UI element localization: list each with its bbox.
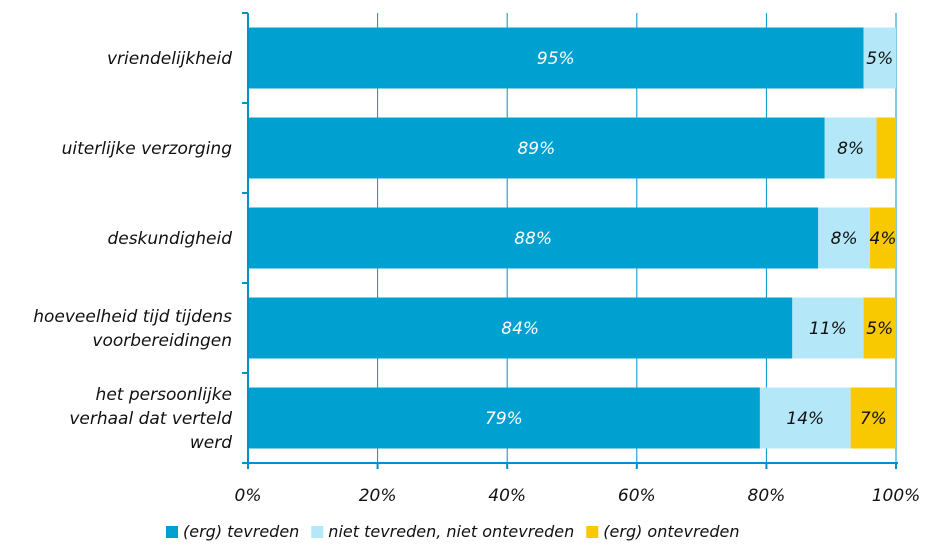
bar-segment-0-1 bbox=[863, 27, 896, 89]
bar-segment-4-0 bbox=[248, 387, 760, 449]
x-tick-label-40: 40% bbox=[488, 486, 526, 506]
bar-segment-1-2 bbox=[876, 117, 896, 179]
category-label-1: uiterlijke verzorging bbox=[62, 139, 233, 159]
legend-label-1: niet tevreden, niet ontevreden bbox=[328, 522, 574, 541]
legend-label-0: (erg) tevreden bbox=[183, 522, 299, 541]
category-label-line: hoeveelheid tijd tijdens bbox=[33, 307, 232, 327]
data-label-3-1: 11% bbox=[809, 319, 847, 339]
tick-labels: 0% 20% 40% 60% 80% 100% bbox=[235, 486, 921, 506]
data-label-3-2: 5% bbox=[866, 319, 893, 339]
category-label-0: vriendelijkheid bbox=[107, 49, 232, 69]
category-label-line: deskundigheid bbox=[107, 229, 232, 249]
category-label-3: hoeveelheid tijd tijdens voorbereidingen bbox=[33, 307, 232, 351]
bar-segment-3-0 bbox=[248, 297, 793, 359]
x-tick-label-60: 60% bbox=[618, 486, 656, 506]
axes bbox=[242, 12, 898, 469]
data-label-0-0: 95% bbox=[537, 49, 575, 69]
bar-segment-4-1 bbox=[759, 387, 851, 449]
bar-segment-1-0 bbox=[248, 117, 825, 179]
x-tick-label-100: 100% bbox=[872, 486, 921, 506]
data-label-0-1: 5% bbox=[866, 49, 893, 69]
category-label-line: uiterlijke verzorging bbox=[62, 139, 233, 159]
data-label-1-0: 89% bbox=[517, 139, 555, 159]
legend-label-2: (erg) ontevreden bbox=[603, 522, 739, 541]
bar-segment-0-0 bbox=[248, 27, 864, 89]
category-label-line: vriendelijkheid bbox=[107, 49, 232, 69]
bars: 95% 5% 89% 8% 88% 8% 4% 84% 11% 5% 79% 14% 7% bbox=[248, 27, 897, 449]
data-label-1-1: 8% bbox=[837, 139, 864, 159]
category-label-line: het persoonlijke bbox=[96, 385, 232, 405]
category-label-line: voorbereidingen bbox=[92, 331, 232, 351]
category-label-4: het persoonlijke verhaal dat verteld werd bbox=[69, 385, 232, 453]
data-label-4-0: 79% bbox=[485, 409, 523, 429]
data-label-2-1: 8% bbox=[831, 229, 858, 249]
bar-segment-2-1 bbox=[818, 207, 871, 269]
category-labels: vriendelijkheid uiterlijke verzorging desk… bbox=[33, 49, 232, 453]
data-label-4-1: 14% bbox=[786, 409, 824, 429]
data-label-4-2: 7% bbox=[860, 409, 887, 429]
category-label-line: werd bbox=[190, 433, 232, 453]
legend-swatch-2 bbox=[586, 526, 599, 538]
bar-segment-2-2 bbox=[870, 207, 896, 269]
x-tick-label-20: 20% bbox=[359, 486, 397, 506]
bar-segment-3-1 bbox=[792, 297, 864, 359]
category-label-line: verhaal dat verteld bbox=[69, 409, 232, 429]
bar-segment-4-2 bbox=[850, 387, 896, 449]
data-label-2-0: 88% bbox=[514, 229, 552, 249]
data-label-3-0: 84% bbox=[501, 319, 539, 339]
data-label-2-2: 4% bbox=[870, 229, 897, 249]
legend-swatch-0 bbox=[166, 526, 178, 538]
bar-segment-3-2 bbox=[863, 297, 896, 359]
bar-segment-2-0 bbox=[248, 207, 819, 269]
legend: (erg) tevreden niet tevreden, niet ontevr… bbox=[166, 522, 740, 541]
x-tick-label-80: 80% bbox=[748, 486, 786, 506]
x-tick-label-0: 0% bbox=[235, 486, 262, 506]
bar-segment-1-1 bbox=[824, 117, 877, 179]
category-label-2: deskundigheid bbox=[107, 229, 232, 249]
legend-swatch-1 bbox=[311, 526, 324, 538]
